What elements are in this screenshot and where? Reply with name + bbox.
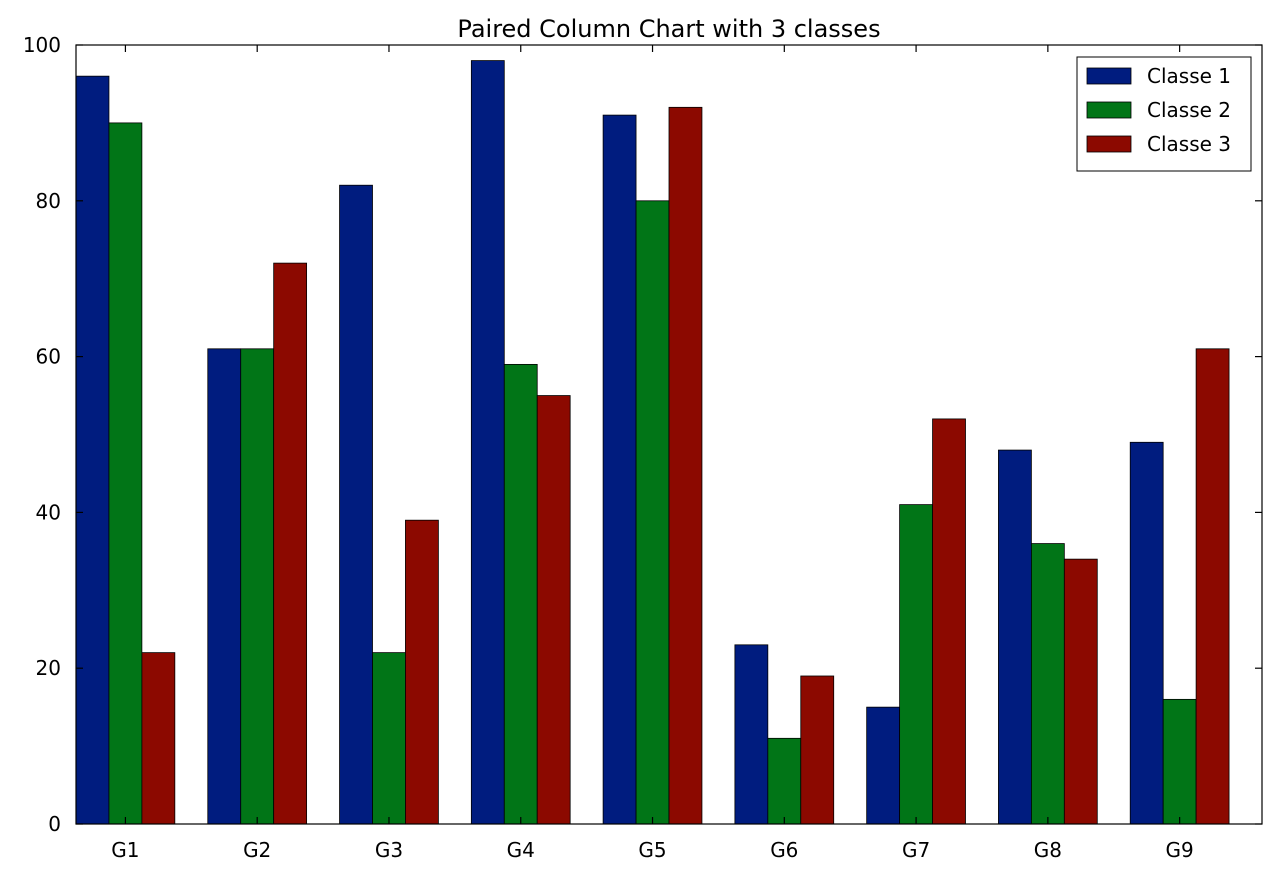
bar-g9-series-1 (1129, 441, 1164, 825)
y-axis: 0 20 40 60 80 100 (23, 33, 1262, 836)
y-tick-label: 60 (36, 345, 61, 369)
y-tick-label: 0 (48, 812, 61, 836)
y-tick-label: 40 (36, 500, 61, 524)
x-tick-label: G9 (1166, 838, 1194, 862)
legend: Classe 1 Classe 2 Classe 3 (1076, 56, 1252, 172)
bar-g6-series-1 (734, 644, 769, 825)
bar-g2-series-2 (240, 348, 275, 825)
x-tick-label: G7 (902, 838, 930, 862)
bar-g8-series-1 (998, 449, 1032, 825)
legend-swatch-series-1 (1086, 67, 1132, 85)
bar-g7-series-3 (932, 418, 966, 825)
x-tick-label: G6 (770, 838, 798, 862)
bar-g5-series-1 (602, 114, 637, 825)
y-tick-label: 100 (23, 33, 61, 57)
x-tick-label: G8 (1034, 838, 1062, 862)
legend-swatch-series-3 (1086, 135, 1132, 153)
bar-g2-series-1 (207, 348, 242, 825)
x-axis: G1 G2 G3 G4 G5 G6 G7 G8 G9 (111, 45, 1194, 862)
chart-title: Paired Column Chart with 3 classes (457, 15, 880, 43)
x-tick-label: G4 (507, 838, 535, 862)
legend-swatch-series-2 (1086, 101, 1132, 119)
plot-frame (75, 44, 1263, 825)
bar-g3-series-1 (339, 184, 373, 825)
y-tick-label: 20 (36, 656, 61, 680)
bar-g4-series-1 (470, 60, 505, 825)
bar-g8-series-3 (1063, 558, 1098, 825)
bar-g1-series-1 (75, 75, 110, 825)
y-tick-label: 80 (36, 189, 61, 213)
bar-g1-series-2 (108, 122, 143, 825)
bar-g9-series-2 (1162, 698, 1197, 825)
bar-g6-series-2 (767, 737, 802, 825)
bar-g7-series-2 (899, 504, 933, 825)
x-tick-label: G3 (375, 838, 403, 862)
bar-g1-series-3 (141, 652, 176, 825)
legend-label-series-3: Classe 3 (1147, 132, 1231, 156)
bar-g3-series-3 (405, 519, 439, 825)
legend-label-series-1: Classe 1 (1147, 64, 1231, 88)
bar-g7-series-1 (866, 706, 901, 825)
legend-label-series-2: Classe 2 (1147, 98, 1231, 122)
bar-g9-series-3 (1195, 348, 1230, 825)
bar-g4-series-2 (503, 363, 538, 825)
bar-g5-series-3 (668, 106, 703, 825)
bar-g6-series-3 (800, 675, 835, 825)
x-tick-label: G2 (243, 838, 271, 862)
x-tick-label: G5 (638, 838, 666, 862)
bar-g3-series-2 (372, 652, 406, 825)
x-tick-label: G1 (111, 838, 139, 862)
bar-g8-series-2 (1030, 543, 1065, 825)
bar-g4-series-3 (536, 395, 571, 825)
bars-group (75, 60, 1230, 825)
bar-g2-series-3 (273, 262, 308, 825)
bar-g5-series-2 (635, 200, 670, 825)
